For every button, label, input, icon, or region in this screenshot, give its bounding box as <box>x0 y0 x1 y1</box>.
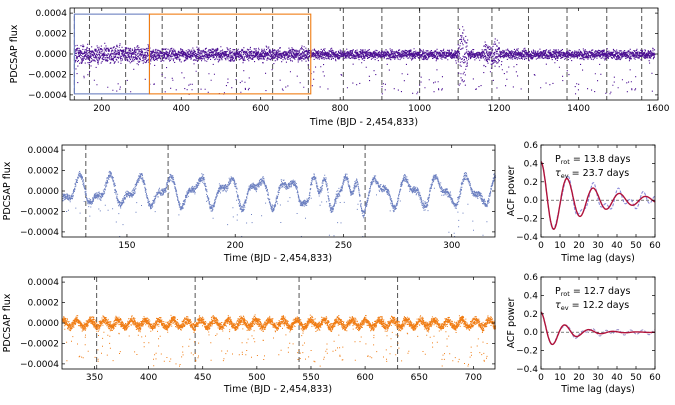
panel-segment-a: 150 200 250 300 −0.0004 −0.0002 0.0000 0.0002 0.… <box>2 144 496 264</box>
full-x-tick-label: 400 <box>173 104 190 114</box>
acf-a-fit-curve <box>540 161 656 230</box>
acf-a-x-tick-label: 20 <box>573 241 585 251</box>
segment-a-points <box>62 145 496 237</box>
segment-b-x-tick-label: 500 <box>248 373 265 383</box>
segment-b-x-tick-label: 600 <box>357 373 374 383</box>
acf-b-x-tick-label: 10 <box>554 373 566 383</box>
acf-a-axis-ticks: 0 10 20 30 40 50 60 −0.4 −0.2 0.0 0.2 0.4 0.6 <box>516 141 661 251</box>
segment-a-axis-ticks: 150 200 250 300 −0.0004 −0.0002 0.0000 0.0002 0.… <box>20 145 495 251</box>
segment-b-x-tick-label: 350 <box>86 373 103 383</box>
acf-a-decay-annotation: τev = 23.7 days <box>555 168 629 180</box>
segment-b-axis-ticks: 350 400 450 500 550 600 650 700 −0.0004 −0.0002 0.… <box>20 277 495 383</box>
segment-b-x-tick-label: 550 <box>302 373 319 383</box>
panel-acf-b: 0 10 20 30 40 50 60 −0.4 −0.2 0.0 0.2 0.4 0.6 Time l… <box>506 273 661 395</box>
acf-b-axis-ticks: 0 10 20 30 40 50 60 −0.4 −0.2 0.0 0.2 0.4 0.6 <box>516 273 661 383</box>
segment-a-y-axis-label: PDCSAP flux <box>2 161 13 220</box>
acf-a-x-tick-label: 30 <box>592 241 604 251</box>
acf-a-x-axis-label: Time lag (days) <box>560 253 635 264</box>
segment-b-y-tick-label: 0.0004 <box>28 278 60 288</box>
acf-a-y-tick-label: 0.2 <box>524 178 538 188</box>
full-axis-ticks: 200 400 600 800 1000 1200 1400 1600 −0.0004 −0.00… <box>28 8 670 114</box>
acf-b-y-tick-label: 0.6 <box>524 273 539 283</box>
full-x-tick-label: 1200 <box>488 104 511 114</box>
segment-b-y-tick-label: −0.0004 <box>20 360 59 370</box>
segment-b-x-tick-label: 700 <box>465 373 482 383</box>
full-flux-points <box>74 26 656 95</box>
acf-b-x-tick-label: 0 <box>538 373 544 383</box>
acf-a-x-tick-label: 60 <box>649 241 661 251</box>
segment-a-y-tick-label: −0.0004 <box>20 228 59 238</box>
full-y-tick-label: −0.0004 <box>28 91 67 101</box>
full-x-axis-label: Time (BJD - 2,454,833) <box>309 117 418 128</box>
full-y-tick-label: −0.0002 <box>28 70 67 80</box>
acf-a-y-axis-label: ACF power <box>506 166 517 217</box>
acf-a-period-annotation: Prot = 13.8 days <box>555 154 630 166</box>
acf-a-y-tick-label: 0.4 <box>524 159 539 169</box>
acf-a-y-tick-label: 0.6 <box>524 141 539 151</box>
acf-a-x-tick-label: 50 <box>630 241 642 251</box>
full-x-tick-label: 800 <box>332 104 349 114</box>
full-y-tick-label: 0.0000 <box>36 50 68 60</box>
acf-b-fit-curve <box>540 311 655 346</box>
segment-b-x-axis-label: Time (BJD - 2,454,833) <box>223 384 332 395</box>
acf-b-acf-curve <box>540 311 656 346</box>
acf-b-x-tick-label: 40 <box>611 373 623 383</box>
acf-b-x-tick-label: 20 <box>573 373 585 383</box>
segment-a-y-tick-label: 0.0004 <box>28 146 60 156</box>
segment-a-y-tick-label: 0.0000 <box>28 187 60 197</box>
segment-b-y-tick-label: −0.0002 <box>20 339 59 349</box>
acf-b-x-axis-label: Time lag (days) <box>560 384 635 395</box>
segment-b-flux-points <box>62 314 496 367</box>
acf-b-x-tick-label: 30 <box>592 373 604 383</box>
panel-segment-b: 350 400 450 500 550 600 650 700 −0.0004 −0.0002 0.… <box>2 276 496 395</box>
segment-a-y-tick-label: 0.0002 <box>28 167 60 177</box>
segment-b-points <box>62 277 496 369</box>
full-y-axis-label: PDCSAP flux <box>9 24 20 83</box>
segment-a-x-tick-label: 200 <box>227 241 244 251</box>
acf-b-y-tick-label: 0.0 <box>524 328 539 338</box>
segment-b-x-tick-label: 650 <box>411 373 428 383</box>
segment-b-x-tick-label: 400 <box>140 373 157 383</box>
acf-b-period-annotation: Prot = 12.7 days <box>555 286 630 298</box>
full-x-tick-label: 1600 <box>647 104 670 114</box>
full-x-tick-label: 1400 <box>567 104 590 114</box>
panel-acf-a: 0 10 20 30 40 50 60 −0.4 −0.2 0.0 0.2 0.4 0.6 Time l… <box>506 141 661 264</box>
full-highlight-box-2 <box>148 13 312 95</box>
segment-a-flux-points <box>62 170 496 237</box>
segment-b-y-tick-label: 0.0002 <box>28 299 60 309</box>
acf-b-y-tick-label: 0.4 <box>524 291 539 301</box>
segment-a-x-tick-label: 250 <box>335 241 352 251</box>
acf-b-decay-annotation: τev = 12.2 days <box>555 300 629 312</box>
full-lightcurve-points <box>73 8 656 100</box>
segment-b-y-axis-label: PDCSAP flux <box>2 293 13 352</box>
full-y-tick-label: 0.0002 <box>36 30 68 40</box>
segment-b-y-tick-label: 0.0000 <box>28 319 60 329</box>
acf-a-x-tick-label: 40 <box>611 241 623 251</box>
full-y-tick-label: 0.0004 <box>36 9 68 19</box>
acf-a-y-tick-label: −0.4 <box>516 233 538 243</box>
full-x-tick-label: 200 <box>93 104 110 114</box>
acf-a-x-tick-label: 0 <box>538 241 544 251</box>
segment-a-x-axis-label: Time (BJD - 2,454,833) <box>223 253 332 264</box>
acf-b-x-tick-label: 50 <box>630 373 642 383</box>
segment-a-x-tick-label: 150 <box>118 241 135 251</box>
segment-a-x-tick-label: 300 <box>443 241 460 251</box>
acf-b-x-tick-label: 60 <box>649 373 661 383</box>
acf-a-y-tick-label: 0.0 <box>524 196 539 206</box>
acf-b-y-axis-label: ACF power <box>506 298 517 349</box>
acf-a-curves <box>540 161 656 230</box>
full-x-tick-label: 600 <box>252 104 269 114</box>
segment-b-x-tick-label: 450 <box>194 373 211 383</box>
acf-a-x-tick-label: 10 <box>554 241 566 251</box>
acf-b-curves <box>540 311 656 346</box>
acf-b-y-tick-label: −0.4 <box>516 365 538 375</box>
acf-b-y-tick-label: −0.2 <box>516 347 538 357</box>
acf-a-y-tick-label: −0.2 <box>516 215 538 225</box>
acf-b-y-tick-label: 0.2 <box>524 310 538 320</box>
full-x-tick-label: 1000 <box>408 104 431 114</box>
panel-full-lightcurve: 200 400 600 800 1000 1200 1400 1600 −0.0004 −0.00… <box>9 7 670 128</box>
segment-a-y-tick-label: −0.0002 <box>20 207 59 217</box>
